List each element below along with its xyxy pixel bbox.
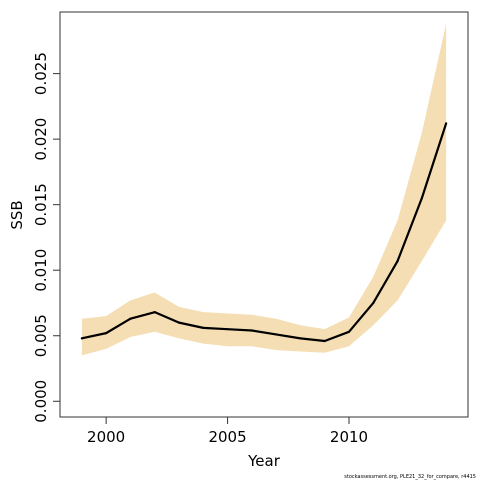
y-tick-label: 0.020 <box>32 118 50 161</box>
data-point <box>275 333 278 336</box>
y-tick-label: 0.010 <box>32 249 50 292</box>
y-axis-title: SSB <box>8 200 26 229</box>
data-point <box>323 339 326 343</box>
data-point <box>80 337 83 340</box>
data-point <box>347 330 351 333</box>
data-point <box>372 301 375 305</box>
data-point <box>396 259 399 263</box>
x-tick-label: 2000 <box>87 428 125 446</box>
y-tick-label: 0.000 <box>32 380 50 423</box>
x-axis: 2000 2005 2010 <box>87 417 368 446</box>
footer-note: stockassessment.org, PLE21_32_for_compar… <box>344 474 476 480</box>
plot-area <box>80 23 448 356</box>
y-tick-label: 0.025 <box>32 52 50 95</box>
x-tick-label: 2005 <box>208 428 246 446</box>
plot-frame <box>59 11 469 418</box>
y-axis: 0.000 0.005 0.010 0.015 0.020 0.025 <box>32 52 60 423</box>
data-point <box>226 328 229 331</box>
ssb-line <box>81 123 448 343</box>
y-tick-label: 0.015 <box>32 183 50 226</box>
data-point <box>177 321 181 324</box>
confidence-band <box>81 23 447 356</box>
data-point <box>299 337 302 340</box>
data-point <box>420 197 423 200</box>
data-point <box>129 317 132 320</box>
data-point <box>153 311 156 314</box>
data-point <box>445 122 448 125</box>
y-tick-label: 0.005 <box>32 314 50 357</box>
data-point <box>202 326 205 329</box>
data-point <box>250 329 253 332</box>
x-tick-label: 2010 <box>330 428 368 446</box>
x-axis-title: Year <box>247 452 281 470</box>
data-point <box>105 332 108 335</box>
